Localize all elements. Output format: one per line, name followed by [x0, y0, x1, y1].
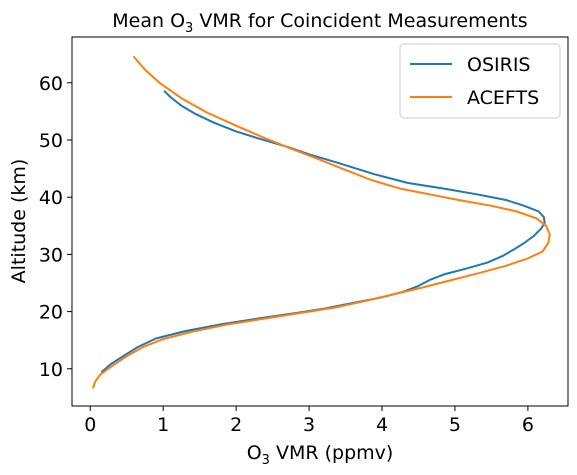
x-tick-label: 1 — [157, 414, 169, 436]
x-tick-label: 2 — [230, 414, 242, 436]
x-axis-label: O3 VMR (ppmv) — [247, 442, 394, 468]
x-tick-label: 0 — [84, 414, 96, 436]
legend-label-osiris: OSIRIS — [467, 54, 531, 76]
y-tick-label: 10 — [39, 359, 63, 381]
x-axis: 0 1 2 3 4 5 6 — [84, 406, 534, 436]
x-tick-label: 3 — [303, 414, 315, 436]
y-tick-label: 60 — [39, 73, 63, 95]
plot-frame — [71, 36, 569, 407]
y-axis: 10 20 30 40 50 60 — [39, 73, 72, 381]
series-line-acefts — [92, 56, 551, 389]
y-tick-label: 30 — [39, 244, 63, 266]
y-axis-label: Altitude (km) — [8, 159, 30, 284]
x-tick-label: 5 — [449, 414, 461, 436]
y-tick-label: 20 — [39, 302, 63, 324]
x-tick-label: 4 — [376, 414, 388, 436]
legend-label-acefts: ACEFTS — [467, 87, 539, 109]
legend: OSIRIS ACEFTS — [399, 43, 561, 119]
series-layer — [92, 56, 551, 389]
legend-frame — [399, 43, 561, 119]
y-tick-label: 50 — [39, 130, 63, 152]
chart-title: Mean O3 VMR for Coincident Measurements — [112, 10, 527, 36]
x-tick-label: 6 — [522, 414, 534, 436]
y-tick-label: 40 — [39, 187, 63, 209]
